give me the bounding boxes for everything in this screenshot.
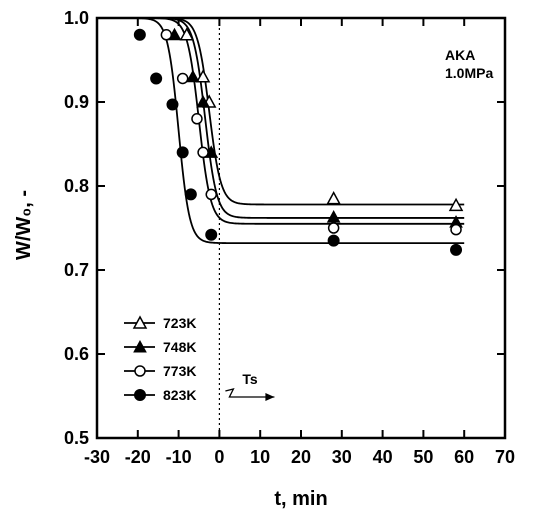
fit-curve-723K (97, 17, 465, 206)
data-point-723K (195, 69, 211, 83)
data-markers (133, 27, 464, 256)
sample-annotation: AKA 1.0MPa (445, 47, 493, 81)
data-point-823K (166, 98, 179, 111)
legend: 723K 748K 773K 823K (124, 315, 196, 403)
ts-arrow (225, 388, 275, 398)
x-tick-label: 50 (413, 447, 433, 467)
sample-annotation-line-2: 1.0MPa (445, 65, 493, 81)
data-point-723K (326, 191, 341, 205)
data-point-773K (450, 223, 462, 236)
x-tick-label: -30 (84, 447, 110, 467)
y-tick-label: 1.0 (64, 8, 89, 28)
legend-marker-723K (132, 315, 148, 329)
data-point-823K (133, 28, 146, 41)
data-point-773K (160, 29, 173, 41)
fit-curve-773K (97, 17, 465, 225)
fit-curve-823K (97, 17, 465, 245)
data-point-823K (450, 243, 463, 256)
ts-label: Ts (242, 371, 258, 387)
data-point-723K (448, 197, 464, 212)
fit-curve-748K (97, 17, 465, 219)
data-point-748K (186, 69, 200, 83)
data-point-748K (196, 94, 210, 108)
x-axis-title: t, min (274, 488, 327, 510)
data-point-723K (179, 27, 195, 41)
x-tick-label: 40 (373, 447, 393, 467)
x-tick-label: 10 (250, 447, 270, 467)
data-point-773K (205, 188, 217, 201)
data-point-823K (150, 72, 163, 85)
y-tick-label: 0.5 (64, 428, 89, 448)
data-point-823K (176, 146, 189, 159)
data-point-823K (184, 188, 197, 201)
data-point-773K (197, 146, 209, 159)
data-point-773K (327, 222, 340, 234)
legend-label-773K: 773K (163, 363, 196, 379)
data-point-748K (326, 210, 341, 223)
x-tick-label: -10 (166, 447, 192, 467)
x-tick-label: 0 (214, 447, 224, 467)
ts-arrow-head (265, 393, 275, 401)
data-point-773K (191, 113, 203, 125)
y-axis-title: W/W₀, - (13, 190, 35, 260)
legend-label-723K: 723K (163, 315, 196, 331)
x-tick-label: 60 (454, 447, 474, 467)
x-tick-label: 30 (332, 447, 352, 467)
y-tick-label: 0.7 (64, 260, 89, 280)
data-point-823K (327, 234, 340, 247)
x-tick-label: 20 (291, 447, 311, 467)
data-point-823K (205, 228, 218, 241)
legend-label-748K: 748K (163, 339, 196, 355)
data-point-773K (176, 72, 189, 85)
y-tick-label: 0.9 (64, 92, 89, 112)
y-tick-label: 0.6 (64, 344, 89, 364)
sample-annotation-line-1: AKA (445, 47, 475, 63)
x-tick-label: -20 (125, 447, 151, 467)
legend-marker-748K (133, 339, 147, 353)
legend-label-823K: 823K (163, 387, 196, 403)
legend-marker-823K (134, 389, 146, 401)
axis-ticks: -30 -20 -10 0 10 20 30 40 50 60 70 0.5 0.6 0.7 0.8 0.9 1… (64, 8, 515, 467)
legend-marker-773K (134, 365, 146, 377)
x-tick-label: 70 (495, 447, 515, 467)
y-tick-label: 0.8 (64, 176, 89, 196)
fitted-curves (97, 17, 465, 245)
